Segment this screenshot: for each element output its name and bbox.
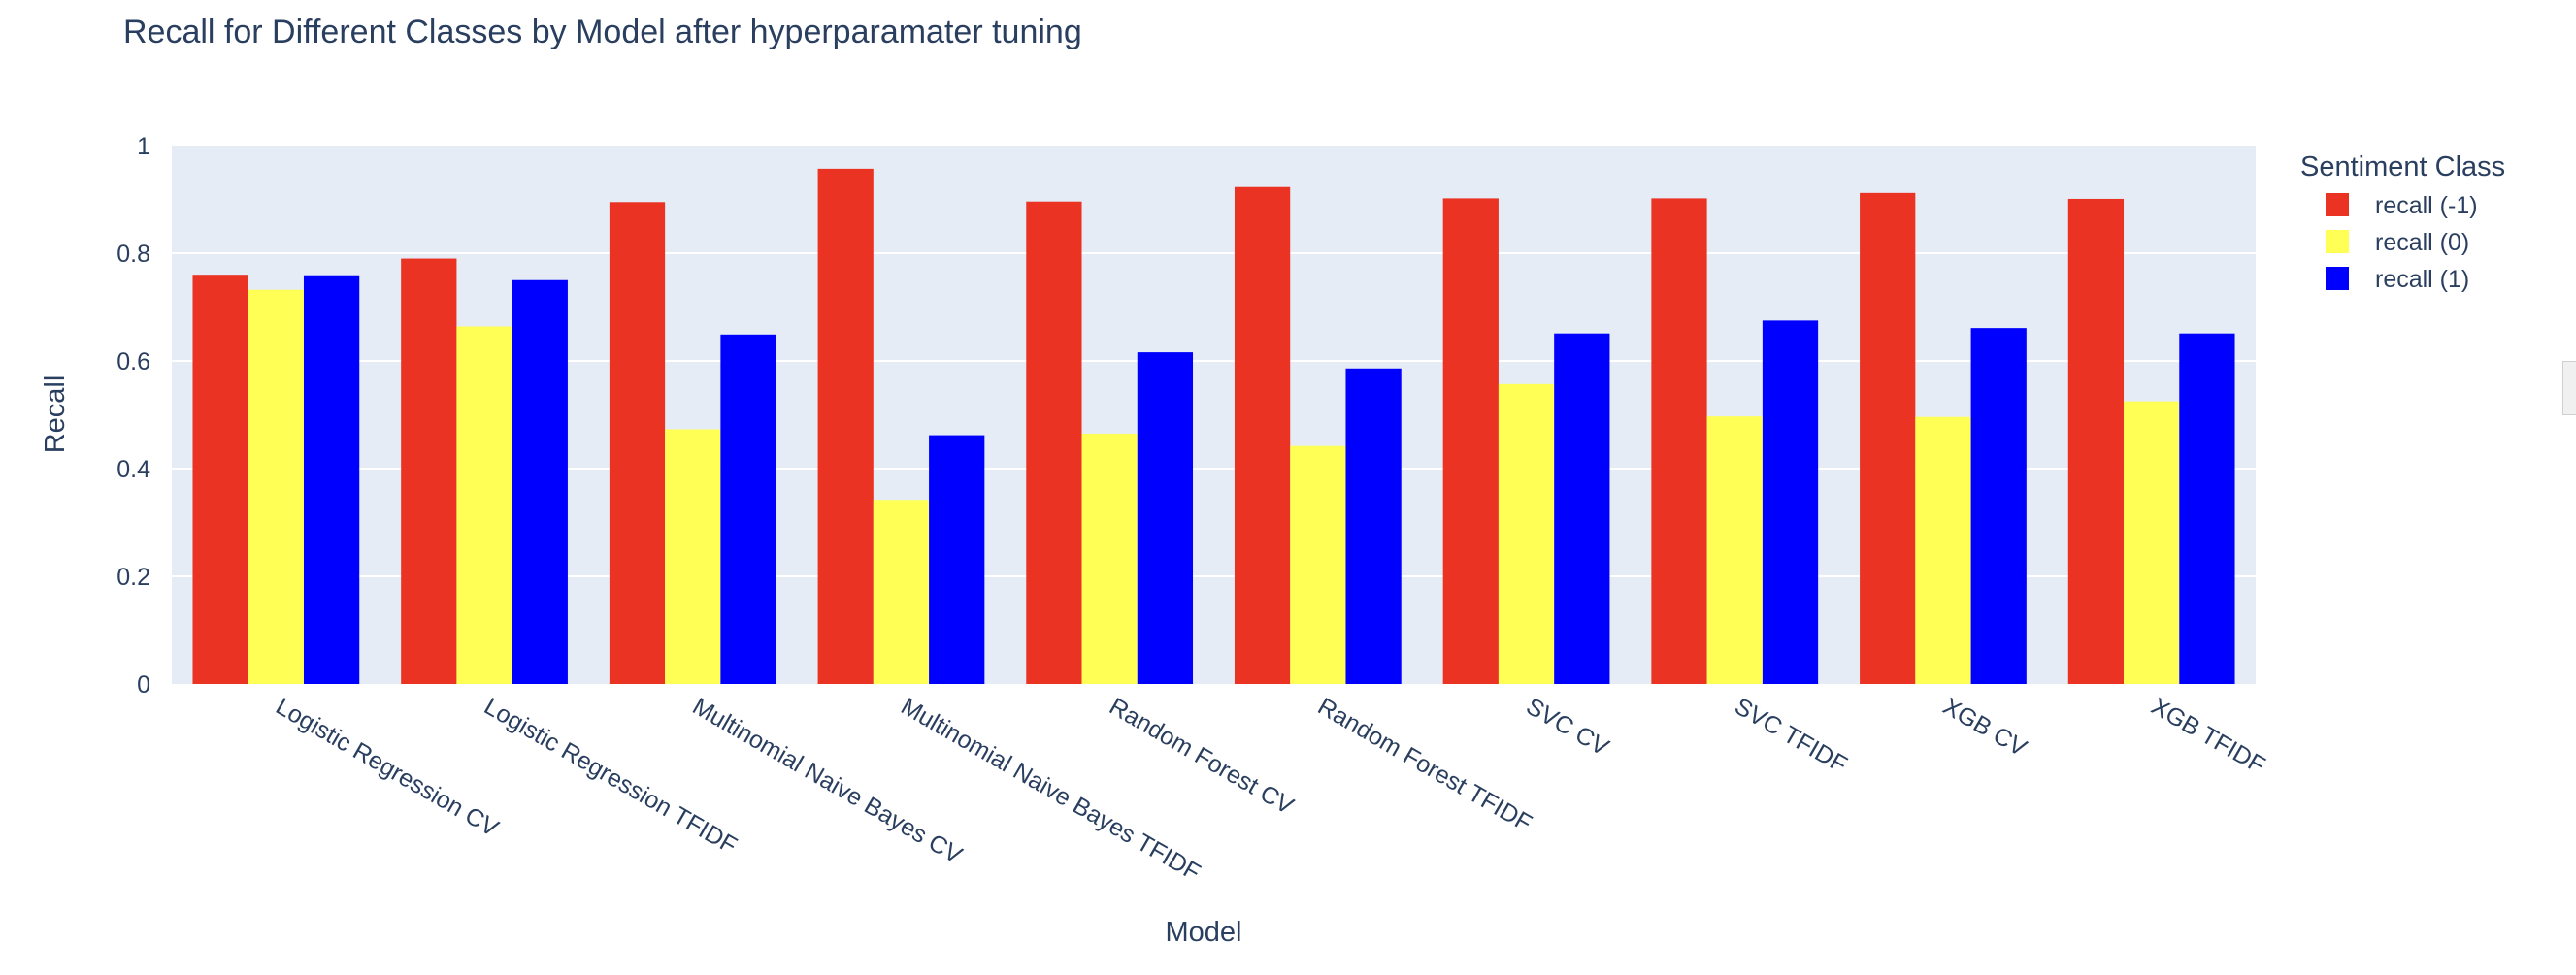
legend: Sentiment Class recall (-1)recall (0)rec… — [2300, 151, 2505, 293]
bar-recall-0-8[interactable] — [1915, 416, 1971, 684]
bars — [192, 168, 2235, 685]
bar-recall-1-6[interactable] — [1554, 333, 1610, 684]
bar-recall-1-0[interactable] — [303, 275, 360, 684]
y-tick-label: 1 — [137, 133, 150, 160]
bar-recall-1-5[interactable] — [1234, 186, 1291, 685]
legend-swatch[interactable] — [2326, 230, 2349, 253]
x-tick-label: Random Forest CV — [1105, 693, 1299, 820]
bar-recall-0-7[interactable] — [1706, 416, 1763, 684]
bar-recall-1-1[interactable] — [512, 279, 568, 684]
x-tick-label: SVC CV — [1522, 693, 1614, 762]
bar-recall-0-5[interactable] — [1290, 445, 1346, 684]
legend-label[interactable]: recall (0) — [2375, 229, 2469, 256]
bar-recall-0-0[interactable] — [248, 289, 304, 684]
bar-recall-0-3[interactable] — [873, 500, 930, 684]
chart-title: Recall for Different Classes by Model af… — [123, 14, 1082, 50]
legend-title: Sentiment Class — [2300, 151, 2505, 182]
y-tick-label: 0.4 — [116, 456, 150, 483]
legend-label[interactable]: recall (-1) — [2375, 192, 2478, 219]
bar-recall-1-7[interactable] — [1651, 198, 1707, 684]
legend-swatch[interactable] — [2326, 267, 2349, 290]
y-tick-label: 0 — [137, 671, 150, 699]
x-tick-label: Random Forest TFIDF — [1313, 693, 1536, 837]
bar-recall-1-3[interactable] — [817, 168, 874, 685]
bar-recall-0-2[interactable] — [665, 429, 721, 684]
bar-recall-1-8[interactable] — [1970, 328, 2027, 684]
bar-recall-1-6[interactable] — [1442, 198, 1499, 684]
y-tick-label: 0.2 — [116, 564, 150, 591]
bar-recall-0-9[interactable] — [2124, 401, 2180, 684]
bar-recall-1-3[interactable] — [929, 435, 985, 684]
x-axis-title: Model — [1166, 917, 1242, 948]
bar-recall-1-9[interactable] — [2067, 198, 2125, 684]
bar-recall-1-7[interactable] — [1762, 320, 1819, 684]
bar-recall-1-5[interactable] — [1345, 368, 1402, 684]
x-tick-label: Logistic Regression CV — [271, 693, 503, 842]
side-panel-tab[interactable] — [2562, 361, 2576, 415]
bar-recall-0-4[interactable] — [1081, 433, 1138, 684]
x-tick-label: SVC TFIDF — [1730, 693, 1851, 779]
bar-recall-1-4[interactable] — [1137, 352, 1194, 684]
y-tick-label: 0.6 — [116, 348, 150, 375]
bar-recall-1-2[interactable] — [720, 334, 776, 684]
bar-recall-1-4[interactable] — [1026, 201, 1082, 684]
y-axis-title: Recall — [40, 375, 71, 454]
bar-recall-1-8[interactable] — [1860, 192, 1916, 684]
bar-recall-1-2[interactable] — [609, 202, 666, 684]
x-tick-label: XGB CV — [1938, 693, 2031, 763]
x-tick-label: XGB TFIDF — [2147, 693, 2270, 779]
y-axis-ticks: 0 0.2 0.4 0.6 0.8 1 — [116, 133, 150, 699]
y-tick-label: 0.8 — [116, 241, 150, 268]
legend-label[interactable]: recall (1) — [2375, 266, 2469, 293]
bar-recall-0-6[interactable] — [1498, 383, 1555, 684]
bar-recall-1-0[interactable] — [192, 275, 248, 684]
bar-recall-1-1[interactable] — [401, 258, 457, 684]
bar-recall-1-9[interactable] — [2179, 333, 2235, 684]
legend-items: recall (-1) recall (0) recall (1) — [2326, 192, 2478, 293]
legend-swatch[interactable] — [2326, 193, 2349, 216]
bar-recall-0-1[interactable] — [456, 326, 512, 684]
